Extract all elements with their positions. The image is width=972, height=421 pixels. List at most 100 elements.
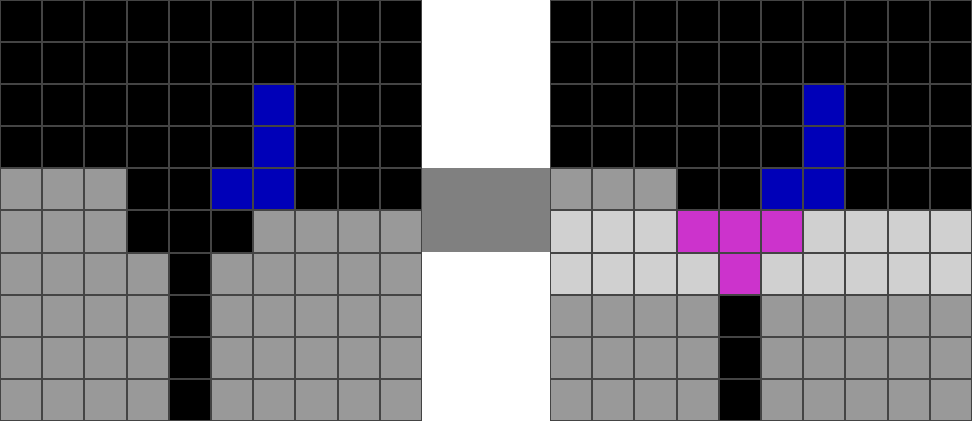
- grid-cell: [719, 85, 760, 126]
- grid-cell: [551, 127, 592, 168]
- grid-cell: [212, 253, 253, 294]
- grid-cell: [338, 337, 379, 378]
- grid-cell: [762, 127, 803, 168]
- grid-cell: [930, 295, 971, 336]
- grid-cell: [254, 169, 295, 210]
- grid-cell: [380, 85, 421, 126]
- grid-cell: [593, 337, 634, 378]
- grid-cell: [338, 253, 379, 294]
- grid-cell: [804, 1, 845, 42]
- grid-cell: [169, 253, 210, 294]
- grid-cell: [930, 337, 971, 378]
- grid-cell: [1, 253, 42, 294]
- grid-cell: [169, 85, 210, 126]
- grid-cell: [551, 169, 592, 210]
- grid-cell: [254, 337, 295, 378]
- grid-cell: [380, 295, 421, 336]
- grid-cell: [296, 169, 337, 210]
- grid-cell: [338, 295, 379, 336]
- output-grid: [550, 0, 972, 421]
- grid-cell: [719, 295, 760, 336]
- grid-cell: [212, 43, 253, 84]
- grid-cell: [127, 295, 168, 336]
- grid-cell: [43, 1, 84, 42]
- grid-cell: [930, 1, 971, 42]
- grid-cell: [762, 43, 803, 84]
- grid-cell: [888, 169, 929, 210]
- grid-cell: [888, 43, 929, 84]
- grid-cell: [296, 295, 337, 336]
- grid-cell: [762, 169, 803, 210]
- grid-cell: [169, 43, 210, 84]
- grid-cell: [1, 295, 42, 336]
- grid-cell: [254, 1, 295, 42]
- grid-cell: [635, 211, 676, 252]
- grid-cell: [43, 337, 84, 378]
- grid-cell: [85, 379, 126, 420]
- grid-cell: [635, 337, 676, 378]
- grid-cell: [804, 85, 845, 126]
- grid-cell: [296, 211, 337, 252]
- grid-cell: [338, 1, 379, 42]
- grid-cell: [593, 211, 634, 252]
- grid-cell: [762, 85, 803, 126]
- grid-cell: [296, 127, 337, 168]
- grid-cell: [888, 211, 929, 252]
- grid-cell: [85, 211, 126, 252]
- grid-cell: [254, 211, 295, 252]
- grid-cell: [85, 169, 126, 210]
- grid-cell: [169, 337, 210, 378]
- input-grid: [0, 0, 422, 421]
- grid-cell: [719, 1, 760, 42]
- grid-cell: [804, 337, 845, 378]
- grid-cell: [762, 211, 803, 252]
- grid-cell: [635, 1, 676, 42]
- grid-cell: [380, 379, 421, 420]
- grid-cell: [43, 127, 84, 168]
- grid-cell: [677, 1, 718, 42]
- grid-cell: [1, 169, 42, 210]
- grid-cell: [635, 169, 676, 210]
- grid-cell: [296, 337, 337, 378]
- grid-cell: [380, 337, 421, 378]
- grid-cell: [338, 379, 379, 420]
- grid-cell: [127, 43, 168, 84]
- grid-cell: [762, 379, 803, 420]
- grid-cell: [380, 211, 421, 252]
- grid-cell: [85, 1, 126, 42]
- grid-cell: [43, 43, 84, 84]
- grid-cell: [677, 253, 718, 294]
- grid-cell: [85, 337, 126, 378]
- grid-cell: [338, 211, 379, 252]
- grid-cell: [43, 379, 84, 420]
- grid-cell: [85, 85, 126, 126]
- grid-cell: [43, 85, 84, 126]
- grid-cell: [254, 295, 295, 336]
- grid-cell: [1, 379, 42, 420]
- grid-cell: [593, 253, 634, 294]
- grid-cell: [85, 253, 126, 294]
- grid-cell: [296, 253, 337, 294]
- grid-cell: [804, 379, 845, 420]
- grid-cell: [804, 43, 845, 84]
- grid-cell: [888, 253, 929, 294]
- grid-cell: [677, 43, 718, 84]
- grid-cell: [804, 211, 845, 252]
- grid-cell: [930, 169, 971, 210]
- grid-cell: [846, 379, 887, 420]
- grid-cell: [212, 337, 253, 378]
- grid-cell: [719, 169, 760, 210]
- grid-cell: [169, 211, 210, 252]
- grid-cell: [1, 85, 42, 126]
- grid-cell: [85, 43, 126, 84]
- grid-cell: [930, 211, 971, 252]
- grid-cell: [719, 379, 760, 420]
- grid-cell: [930, 253, 971, 294]
- grid-cell: [846, 1, 887, 42]
- grid-cell: [85, 295, 126, 336]
- grid-cell: [254, 379, 295, 420]
- grid-cell: [846, 253, 887, 294]
- grid-cell: [888, 85, 929, 126]
- grid-cell: [551, 253, 592, 294]
- grid-cell: [551, 1, 592, 42]
